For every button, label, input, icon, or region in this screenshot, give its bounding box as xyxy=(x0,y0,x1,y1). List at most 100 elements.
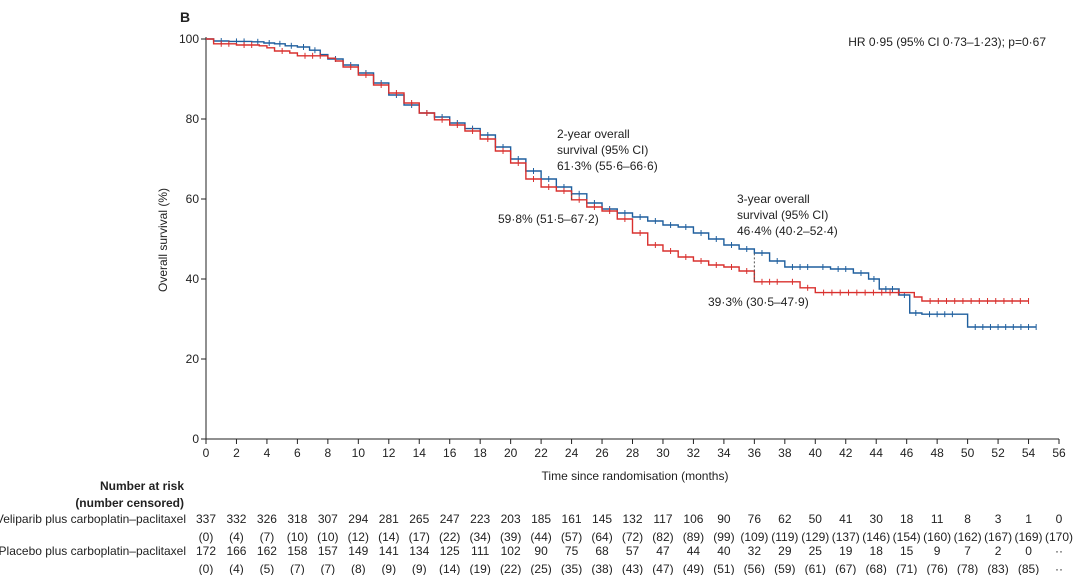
risk-at-count: 149 xyxy=(348,544,368,558)
risk-censored-count: (64) xyxy=(591,530,612,544)
risk-censored-count: (12) xyxy=(348,530,369,544)
annotation-text: 59·8% (51·5–67·2) xyxy=(498,212,599,226)
risk-at-count: 0 xyxy=(1056,512,1063,526)
risk-at-count: 185 xyxy=(531,512,551,526)
risk-table: Number at risk (number censored) Veliparib… xyxy=(0,479,1073,575)
annotation-text: 39·3% (30·5–47·9) xyxy=(708,295,809,309)
risk-at-count: 44 xyxy=(687,544,701,558)
risk-censored-count: (83) xyxy=(987,562,1008,575)
risk-censored-count: (8) xyxy=(351,562,366,575)
risk-censored-count: (10) xyxy=(287,530,308,544)
series-layer xyxy=(206,38,1037,330)
risk-at-count: 50 xyxy=(809,512,823,526)
series-2-censor-marks xyxy=(220,40,1030,304)
risk-censored-count: (0) xyxy=(199,562,214,575)
risk-censored-count: (9) xyxy=(381,562,396,575)
x-tick-label: 40 xyxy=(809,446,823,460)
risk-censored-count: (19) xyxy=(470,562,491,575)
risk-censored-count: (4) xyxy=(229,530,244,544)
risk-at-count: 0 xyxy=(1025,544,1032,558)
risk-at-count: 18 xyxy=(870,544,884,558)
risk-at-count: 29 xyxy=(778,544,792,558)
annotation-text: 61·3% (55·6–66·6) xyxy=(557,159,658,173)
risk-censored-count: (49) xyxy=(683,562,704,575)
x-tick-label: 56 xyxy=(1052,446,1066,460)
risk-censored-count: (34) xyxy=(470,530,491,544)
y-tick-label: 20 xyxy=(186,352,200,366)
x-tick-label: 4 xyxy=(264,446,271,460)
risk-at-count: 9 xyxy=(934,544,941,558)
risk-censored-count: (22) xyxy=(439,530,460,544)
x-tick-label: 26 xyxy=(595,446,609,460)
annotation-text: 46·4% (40·2–52·4) xyxy=(737,224,838,238)
risk-censored-count: (119) xyxy=(771,530,798,544)
risk-at-count: 57 xyxy=(626,544,640,558)
risk-censored-count: (43) xyxy=(622,562,643,575)
risk-at-count: 18 xyxy=(900,512,914,526)
risk-at-count: 25 xyxy=(809,544,823,558)
risk-censored-count: (85) xyxy=(1018,562,1039,575)
risk-censored-count: (67) xyxy=(835,562,856,575)
risk-at-count: 141 xyxy=(379,544,399,558)
x-tick-label: 12 xyxy=(382,446,396,460)
risk-censored-count: (7) xyxy=(321,562,336,575)
risk-censored-count: (56) xyxy=(744,562,765,575)
series-1-line xyxy=(206,38,1037,328)
x-tick-label: 52 xyxy=(991,446,1005,460)
x-tick-label: 10 xyxy=(352,446,366,460)
risk-censored-count: (82) xyxy=(652,530,673,544)
risk-at-count: 90 xyxy=(717,512,731,526)
risk-censored-count: (14) xyxy=(439,562,460,575)
risk-censored-count: (10) xyxy=(317,530,338,544)
risk-censored-count: (5) xyxy=(260,562,275,575)
x-tick-label: 46 xyxy=(900,446,914,460)
risk-censored-count: (9) xyxy=(412,562,427,575)
x-tick-label: 38 xyxy=(778,446,792,460)
risk-table-subtitle: (number censored) xyxy=(75,496,184,510)
x-tick-label: 36 xyxy=(748,446,762,460)
risk-at-count: 106 xyxy=(683,512,703,526)
risk-at-count: 41 xyxy=(839,512,853,526)
risk-censored-count: (38) xyxy=(591,562,612,575)
risk-at-count: 318 xyxy=(287,512,307,526)
x-tick-label: 54 xyxy=(1022,446,1036,460)
risk-censored-count: (17) xyxy=(409,530,430,544)
x-tick-label: 2 xyxy=(233,446,240,460)
risk-at-count: 134 xyxy=(409,544,429,558)
risk-censored-count: (160) xyxy=(923,530,951,544)
risk-at-count: 8 xyxy=(964,512,971,526)
risk-censored-count: (68) xyxy=(866,562,887,575)
risk-at-count: 15 xyxy=(900,544,914,558)
risk-censored-count: (129) xyxy=(801,530,829,544)
risk-censored-count: (0) xyxy=(199,530,214,544)
x-tick-label: 22 xyxy=(534,446,548,460)
y-tick-label: 100 xyxy=(179,32,199,46)
risk-censored-count: (146) xyxy=(862,530,890,544)
x-tick-label: 44 xyxy=(870,446,884,460)
risk-censored-count: (72) xyxy=(622,530,643,544)
risk-censored-count: (22) xyxy=(500,562,521,575)
risk-at-count: 40 xyxy=(717,544,731,558)
risk-table-title: Number at risk xyxy=(100,479,184,493)
risk-at-count: 125 xyxy=(440,544,460,558)
y-axis-label: Overall survival (%) xyxy=(156,188,170,292)
risk-at-count: 307 xyxy=(318,512,338,526)
risk-censored-count: (78) xyxy=(957,562,978,575)
x-tick-label: 18 xyxy=(473,446,487,460)
risk-at-count: 166 xyxy=(226,544,246,558)
risk-at-count: 203 xyxy=(501,512,521,526)
x-tick-label: 48 xyxy=(930,446,944,460)
x-axis-label: Time since randomisation (months) xyxy=(542,469,729,483)
risk-at-count: 2 xyxy=(995,544,1002,558)
y-tick-label: 40 xyxy=(186,272,200,286)
risk-at-count: 145 xyxy=(592,512,612,526)
risk-at-count: 68 xyxy=(595,544,609,558)
risk-at-count: 19 xyxy=(839,544,853,558)
x-tick-label: 28 xyxy=(626,446,640,460)
risk-at-count: 32 xyxy=(748,544,762,558)
risk-at-count: 281 xyxy=(379,512,399,526)
risk-at-count: 76 xyxy=(748,512,762,526)
risk-censored-count: (162) xyxy=(954,530,982,544)
